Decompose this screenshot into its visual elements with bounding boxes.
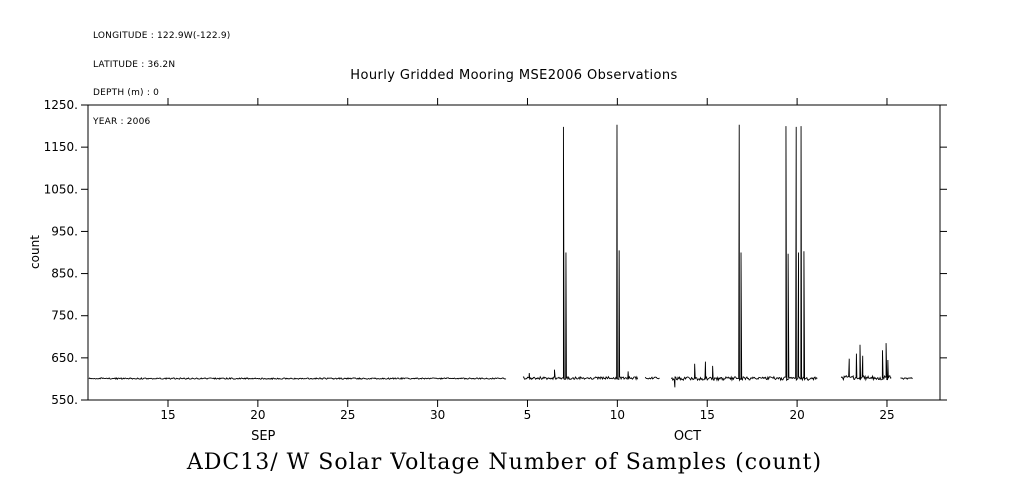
x-tick-label: 15 [700,408,715,422]
meta-depth: DEPTH (m) : 0 [93,88,160,98]
chart-bottom-title: ADC13/ W Solar Voltage Number of Samples… [186,450,823,475]
plot-frame [87,104,941,401]
data-line-segment [522,124,639,381]
data-line-segment [900,377,913,380]
x-tick-label: 5 [524,408,532,422]
x-tick-label: 25 [879,408,894,422]
x-tick-label: 15 [160,408,175,422]
y-tick-label: 1050. [44,182,78,196]
month-label: OCT [674,429,701,444]
plot-title: Hourly Gridded Mooring MSE2006 Observati… [350,68,678,83]
y-axis-label: count [28,235,42,269]
station-metadata: LONGITUDE : 122.9W(-122.9) LATITUDE : 36… [93,13,231,146]
y-tick-label: 550. [51,393,78,407]
x-tick-label: 25 [340,408,355,422]
data-line-segment [670,124,818,388]
x-tick-label: 30 [430,408,445,422]
meta-latitude: LATITUDE : 36.2N [93,59,176,70]
meta-year: YEAR : 2006 [93,116,151,127]
y-tick-label: 850. [51,267,78,281]
x-tick-label: 10 [610,408,625,422]
x-tick-label: 20 [250,408,265,422]
x-tick-label: 20 [789,408,804,422]
y-tick-label: 950. [51,224,78,238]
y-tick-label: 750. [51,309,78,323]
meta-longitude: LONGITUDE : 122.9W(-122.9) [93,31,231,41]
data-line-segment [88,377,507,380]
y-tick-label: 1150. [44,140,78,154]
y-tick-label: 650. [51,351,78,365]
month-label: SEP [251,429,275,444]
data-line-segment [644,376,660,380]
y-tick-label: 1250. [44,98,78,112]
data-line-segment [840,343,892,382]
